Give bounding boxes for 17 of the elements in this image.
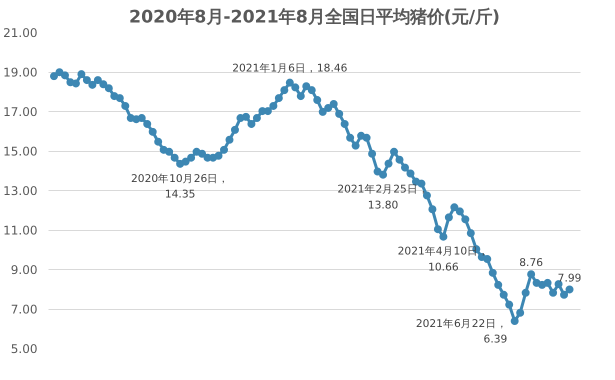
y-tick-label: 5.00 xyxy=(10,342,38,356)
annotation: 2021年4月10日， 10.66 xyxy=(398,244,490,274)
y-tick-label: 11.00 xyxy=(3,224,38,238)
annotation: 2021年1月6日，18.46 xyxy=(232,62,348,75)
annotation: 7.99 xyxy=(558,271,582,284)
y-tick-label: 19.00 xyxy=(3,66,38,80)
y-tick-label: 15.00 xyxy=(3,144,38,158)
annotation: 2020年10月26日， 14.35 xyxy=(131,172,230,200)
chart-title: 2020年8月-2021年8月全国日平均猪价(元/斤) xyxy=(129,8,500,28)
annotation: 2021年6月22日， 6.39 xyxy=(416,316,508,346)
y-tick-label: 13.00 xyxy=(3,184,38,198)
y-tick-label: 9.00 xyxy=(10,263,38,277)
annotation: 8.76 xyxy=(519,256,544,270)
annotation: 2021年2月25日， 13.80 xyxy=(337,182,429,212)
y-tick-label: 7.00 xyxy=(10,302,38,316)
y-tick-label: 21.00 xyxy=(3,26,38,40)
y-tick-label: 17.00 xyxy=(3,105,38,119)
